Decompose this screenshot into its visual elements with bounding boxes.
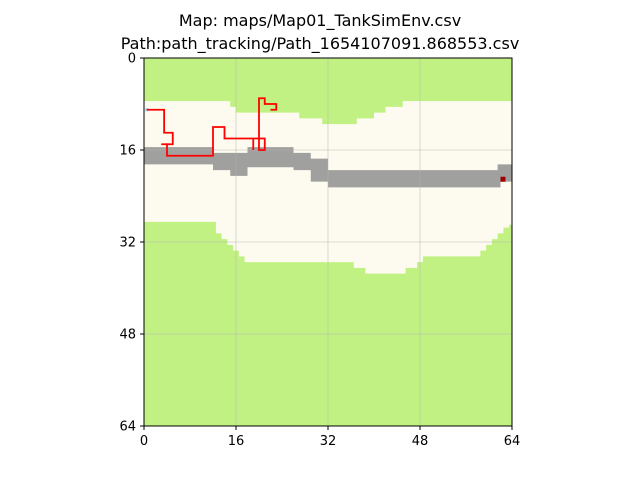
- x-tick-1: 16: [228, 426, 245, 449]
- chart-title-line-2: Path:path_tracking/Path_1654107091.86855…: [120, 34, 520, 53]
- x-tick-label: 32: [320, 434, 337, 449]
- chart-title-line-1: Map: maps/Map01_TankSimEnv.csv: [178, 11, 462, 30]
- goal-marker: [500, 176, 506, 182]
- plot-area: [144, 58, 512, 426]
- x-tick-label: 64: [504, 434, 521, 449]
- map-layers: [144, 58, 512, 426]
- y-tick-label: 64: [119, 420, 136, 435]
- x-tick-2: 32: [320, 426, 337, 449]
- y-tick-label: 48: [119, 328, 136, 343]
- x-tick-3: 48: [412, 426, 429, 449]
- y-tick-0: 0: [128, 52, 144, 67]
- y-tick-4: 64: [119, 420, 144, 435]
- x-tick-label: 0: [140, 434, 148, 449]
- axes: 0 16 32 48 64 0 16 32 48 64: [119, 52, 520, 450]
- path-line: [146, 97, 278, 157]
- x-tick-4: 64: [504, 426, 521, 449]
- y-tick-3: 48: [119, 328, 144, 343]
- x-tick-0: 0: [140, 426, 148, 449]
- x-tick-label: 48: [412, 434, 429, 449]
- x-tick-label: 16: [228, 434, 245, 449]
- y-tick-label: 0: [128, 52, 136, 67]
- y-tick-label: 16: [119, 144, 136, 159]
- y-tick-2: 32: [119, 236, 144, 251]
- y-tick-label: 32: [119, 236, 136, 251]
- y-tick-1: 16: [119, 144, 144, 159]
